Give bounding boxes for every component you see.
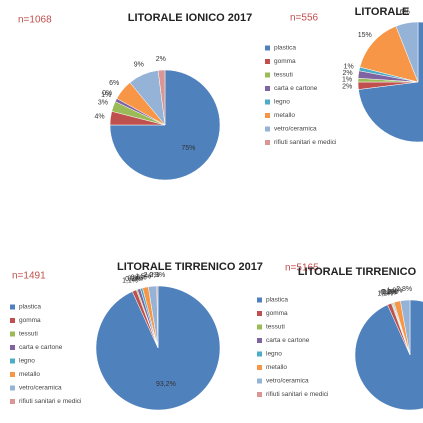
legend-swatch — [257, 324, 262, 330]
slice-label: 9% — [134, 61, 144, 68]
slice-label: 4% — [94, 114, 104, 121]
chart-title: LITORALE IONICO 2017 — [128, 12, 253, 24]
legend-label: plastica — [19, 304, 41, 311]
legend-swatch — [10, 318, 15, 323]
slice-label: 2% — [342, 83, 352, 90]
slice-label: 75% — [181, 145, 195, 152]
legend-swatch — [265, 45, 270, 51]
slice-label: 0,6% — [131, 274, 147, 281]
legend-swatch — [10, 358, 15, 364]
legend-label: tessuti — [266, 324, 285, 331]
chart-title: LITORALE TIRRENICO — [298, 266, 417, 278]
legend-label: plastica — [274, 45, 296, 52]
legend-swatch — [257, 392, 262, 397]
legend-swatch — [257, 351, 262, 357]
pie-slice — [359, 25, 419, 83]
slice-label: 1,2% — [377, 291, 393, 298]
slice-label: 6% — [109, 80, 119, 87]
legend-swatch — [257, 297, 262, 303]
pie-slice — [354, 299, 423, 411]
legend-label: tessuti — [19, 331, 38, 338]
legend-label: legno — [19, 358, 35, 365]
pie-slice — [358, 21, 423, 143]
slice-label: 1,9% — [387, 288, 403, 295]
legend-swatch — [10, 304, 15, 310]
slice-label: 1,1% — [122, 277, 138, 284]
slice-label: 0,3% — [382, 289, 398, 296]
legend-swatch — [10, 385, 15, 391]
legend-swatch — [265, 99, 270, 105]
legend-label: gomma — [274, 58, 296, 65]
legend-swatch — [10, 399, 15, 404]
slice-label: 15% — [358, 32, 372, 39]
legend-swatch — [265, 126, 270, 132]
legend-label: vetro/ceramica — [266, 378, 309, 385]
slice-label: 93,2% — [156, 381, 176, 388]
pie-slice — [95, 285, 221, 411]
legend-label: gomma — [266, 310, 288, 317]
pie-slice — [157, 69, 166, 126]
legend-swatch — [10, 331, 15, 337]
legend-label: rifiuti sanitari e medici — [274, 139, 337, 146]
legend-swatch — [257, 365, 262, 370]
legend-swatch — [257, 311, 262, 316]
slice-label: 0,3% — [380, 290, 396, 297]
chart-title: LITORALE — [355, 6, 410, 18]
legend-swatch — [265, 59, 270, 64]
legend-label: legno — [274, 99, 290, 106]
slice-label: 6% — [400, 9, 410, 16]
slice-label: 2% — [156, 56, 166, 63]
legend-swatch — [265, 113, 270, 118]
slice-label: 2% — [342, 70, 352, 77]
slice-label: 2,8% — [396, 286, 412, 293]
sample-size: n=5165 — [285, 263, 319, 274]
legend-swatch — [257, 378, 262, 384]
legend-label: carta e cartone — [19, 344, 63, 351]
legend-swatch — [265, 86, 270, 91]
legend-label: gomma — [19, 317, 41, 324]
legend-label: vetro/ceramica — [274, 126, 317, 133]
legend-label: vetro/ceramica — [19, 385, 62, 392]
legend-label: rifiuti sanitari e medici — [266, 391, 329, 398]
slice-label: 1% — [344, 63, 354, 70]
legend-swatch — [265, 72, 270, 78]
legend-label: carta e cartone — [274, 85, 318, 92]
legend-swatch — [265, 140, 270, 145]
legend-label: legno — [266, 351, 282, 358]
legend-label: plastica — [266, 297, 288, 304]
sample-size: n=1068 — [18, 15, 52, 26]
slice-label: 2,2% — [144, 272, 160, 279]
slice-label: 0,8% — [127, 275, 143, 282]
legend-swatch — [10, 345, 15, 350]
slice-label: 1,5% — [135, 273, 151, 280]
slice-label: 0,2% — [381, 289, 397, 296]
legend-swatch — [257, 338, 262, 343]
legend-swatch — [10, 372, 15, 377]
legend-label: metallo — [19, 371, 40, 378]
pie-slice — [395, 21, 419, 83]
slice-label: 1% — [101, 92, 111, 99]
slice-label: 0,3% — [125, 276, 141, 283]
sample-size: n=556 — [290, 13, 319, 24]
legend-label: rifiuti sanitari e medici — [19, 398, 82, 405]
slice-label: 0,3% — [149, 272, 165, 279]
chart-title: LITORALE TIRRENICO 2017 — [117, 261, 263, 273]
legend-label: carta e cartone — [266, 337, 310, 344]
sample-size: n=1491 — [12, 271, 46, 282]
legend-label: metallo — [266, 364, 287, 371]
legend-label: tessuti — [274, 72, 293, 79]
legend-label: metallo — [274, 112, 295, 119]
slice-label: 3% — [98, 99, 108, 106]
slice-label: 1% — [342, 77, 352, 84]
pie-slice — [400, 299, 411, 356]
pie-slice — [156, 285, 159, 349]
slice-label: 0% — [102, 90, 112, 97]
